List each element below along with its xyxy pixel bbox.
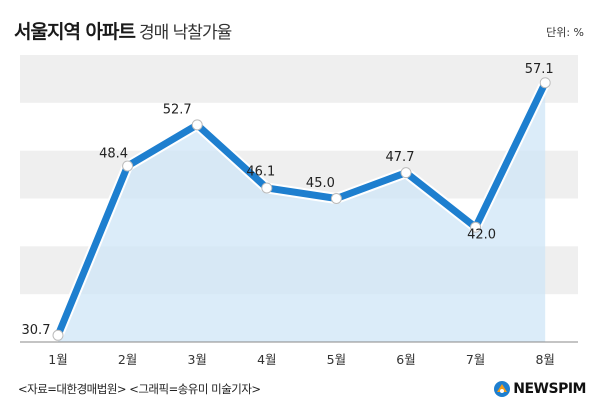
data-point-4	[261, 182, 273, 194]
grid-band	[20, 55, 578, 103]
x-tick-labels: 1월 2월 3월 4월 5월 6월 7월 8월	[48, 352, 555, 367]
x-tick-label-4: 4월	[257, 352, 276, 367]
unit-label: 단위: %	[546, 26, 584, 39]
logo-mark-icon	[494, 381, 511, 397]
data-label-5: 45.0	[306, 176, 335, 191]
series-line-path	[54, 79, 549, 339]
newspim-logo: NEWSPIM	[493, 380, 586, 398]
data-label-6: 47.7	[386, 150, 415, 165]
data-point-5	[330, 193, 342, 204]
data-point-7	[470, 221, 482, 233]
data-label-7: 42.0	[467, 228, 496, 243]
data-points	[52, 77, 551, 341]
area-fill	[58, 82, 546, 342]
data-label-4: 46.1	[246, 164, 275, 179]
x-tick-label-2: 2월	[118, 352, 137, 367]
area-under-line	[58, 82, 546, 342]
data-point-6	[400, 167, 412, 179]
data-point-1	[52, 329, 64, 341]
data-label-3: 52.7	[163, 102, 192, 117]
title-subtitle: 경매 낙찰가율	[138, 23, 232, 43]
x-tick-label-7: 7월	[466, 352, 485, 367]
data-labels: 30.7 48.4 52.7 46.1 45.0 47.7 42.0 57.1	[22, 62, 554, 338]
logo-text: NEWSPIM	[513, 381, 586, 397]
data-point-2	[122, 160, 134, 172]
x-tick-label-3: 3월	[187, 352, 206, 367]
source-credit: <자료=대한경매법원> <그래픽=송유미 미술기자>	[18, 382, 261, 396]
x-tick-label-8: 8월	[535, 352, 554, 367]
data-point-3	[191, 119, 203, 131]
x-tick-label-5: 5월	[327, 352, 346, 367]
data-label-1: 30.7	[22, 323, 51, 338]
chart-title: 서울지역 아파트 경매 낙찰가율	[14, 17, 232, 44]
x-tick-label-1: 1월	[48, 352, 67, 367]
x-tick-label-6: 6월	[396, 352, 415, 367]
series-line	[52, 77, 551, 341]
data-label-8: 57.1	[525, 62, 554, 77]
data-point-8	[539, 77, 551, 89]
title-main: 서울지역 아파트	[14, 21, 136, 43]
data-label-2: 48.4	[99, 146, 128, 161]
